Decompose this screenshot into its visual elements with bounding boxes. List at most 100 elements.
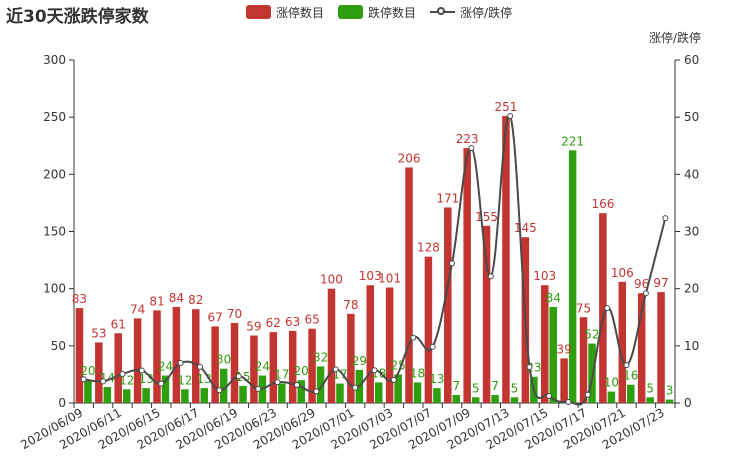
- bar-label-limit-up: 59: [246, 320, 261, 334]
- ratio-point: [216, 387, 223, 394]
- legend-item-limit-up[interactable]: 涨停数目: [246, 4, 324, 21]
- ratio-point: [410, 334, 417, 341]
- ratio-point: [100, 378, 107, 385]
- bar-label-limit-up: 145: [514, 221, 537, 235]
- legend-swatch-limit-up: [246, 5, 271, 19]
- bar-limit-up: [637, 293, 646, 403]
- y-left-tick-label: 300: [43, 53, 66, 67]
- ratio-point: [138, 367, 145, 374]
- bar-limit-down: [200, 388, 209, 403]
- bar-limit-up: [172, 306, 181, 403]
- bar-label-limit-up: 65: [304, 313, 319, 327]
- legend-label-limit-up: 涨停数目: [276, 5, 325, 20]
- y-right-tick-label: 10: [684, 339, 699, 353]
- bar-label-limit-down: 7: [491, 379, 499, 393]
- ratio-point: [526, 363, 533, 370]
- bar-limit-down: [316, 366, 325, 403]
- bar-label-limit-down: 13: [429, 372, 444, 386]
- legend-line-ratio-icon: [430, 5, 456, 19]
- y-left-tick-label: 0: [58, 396, 66, 410]
- bar-limit-down: [510, 397, 519, 403]
- bar-label-limit-up: 63: [285, 315, 300, 329]
- y-right-tick-label: 40: [684, 167, 699, 181]
- ratio-point: [177, 359, 184, 366]
- bar-limit-down: [471, 397, 480, 403]
- y-left-tick-label: 250: [43, 110, 66, 124]
- legend-item-limit-down[interactable]: 跌停数目: [338, 4, 416, 21]
- bar-limit-up: [269, 332, 278, 403]
- bar-label-limit-down: 18: [410, 366, 425, 380]
- bar-label-limit-up: 101: [378, 272, 401, 286]
- bar-label-limit-up: 100: [320, 273, 343, 287]
- ratio-point: [429, 343, 436, 350]
- bar-label-limit-up: 62: [266, 316, 281, 330]
- bar-limit-down: [375, 382, 383, 403]
- bar-label-limit-up: 155: [475, 210, 498, 224]
- bar-limit-down: [568, 150, 577, 403]
- ratio-point: [332, 366, 339, 373]
- ratio-point: [274, 379, 281, 386]
- bar-label-limit-down: 7: [452, 379, 460, 393]
- y-right-tick-label: 60: [684, 53, 699, 67]
- bar-limit-up: [366, 285, 374, 403]
- bar-limit-up: [347, 313, 355, 403]
- bar-limit-up: [153, 310, 161, 403]
- bar-label-limit-up: 74: [130, 302, 145, 316]
- ratio-point: [623, 362, 630, 369]
- bar-limit-up: [599, 213, 607, 403]
- bar-label-limit-up: 82: [188, 293, 203, 307]
- bar-limit-up: [482, 225, 491, 403]
- bar-label-limit-up: 81: [149, 294, 164, 308]
- ratio-point: [197, 363, 204, 370]
- bar-limit-up: [133, 318, 142, 403]
- ratio-point: [313, 388, 320, 395]
- legend-item-ratio[interactable]: 涨停/跌停: [430, 4, 512, 21]
- bar-label-limit-up: 75: [576, 301, 591, 315]
- bar-label-limit-up: 70: [227, 307, 242, 321]
- bar-limit-up: [192, 309, 200, 403]
- bar-label-limit-up: 83: [72, 292, 87, 306]
- bar-label-limit-down: 24: [255, 360, 270, 374]
- bar-label-limit-down: 10: [604, 376, 619, 390]
- bar-label-limit-down: 52: [584, 328, 599, 342]
- ratio-point: [119, 370, 126, 377]
- ratio-point: [255, 385, 262, 392]
- bar-limit-up: [95, 342, 103, 403]
- bar-label-limit-up: 84: [169, 291, 184, 305]
- bar-limit-down: [297, 380, 305, 403]
- bar-limit-down: [646, 397, 654, 403]
- ratio-point: [371, 367, 378, 374]
- y-right-tick-label: 20: [684, 282, 699, 296]
- ratio-point: [584, 391, 591, 398]
- bar-label-limit-down: 20: [80, 364, 95, 378]
- bar-label-limit-up: 206: [398, 151, 421, 165]
- y-left-tick-label: 150: [43, 225, 66, 239]
- bar-limit-up: [657, 292, 665, 403]
- bar-limit-down: [239, 385, 247, 403]
- y-left-tick-label: 50: [51, 339, 66, 353]
- bar-limit-up: [288, 330, 297, 403]
- bar-limit-up: [444, 207, 452, 403]
- y-left-tick-label: 100: [43, 282, 66, 296]
- bar-limit-down: [665, 399, 674, 403]
- bar-limit-down: [549, 306, 557, 403]
- bar-label-limit-up: 251: [495, 100, 518, 114]
- y-left-tick-label: 200: [43, 167, 66, 181]
- bar-label-limit-down: 84: [546, 291, 561, 305]
- bar-label-limit-down: 24: [158, 360, 173, 374]
- bar-label-limit-down: 5: [646, 381, 654, 395]
- bar-label-limit-down: 17: [274, 368, 289, 382]
- bar-limit-down: [142, 388, 150, 403]
- bar-label-limit-up: 171: [436, 191, 459, 205]
- bar-limit-up: [308, 328, 316, 403]
- ratio-point: [293, 381, 300, 388]
- bar-label-limit-down: 5: [511, 381, 519, 395]
- ratio-point: [80, 376, 87, 383]
- y-right-tick-label: 50: [684, 110, 699, 124]
- bar-limit-down: [84, 380, 92, 403]
- bar-limit-up: [405, 167, 413, 403]
- bar-label-limit-up: 103: [533, 269, 556, 283]
- bar-label-limit-up: 103: [359, 269, 382, 283]
- bar-label-limit-up: 128: [417, 241, 440, 255]
